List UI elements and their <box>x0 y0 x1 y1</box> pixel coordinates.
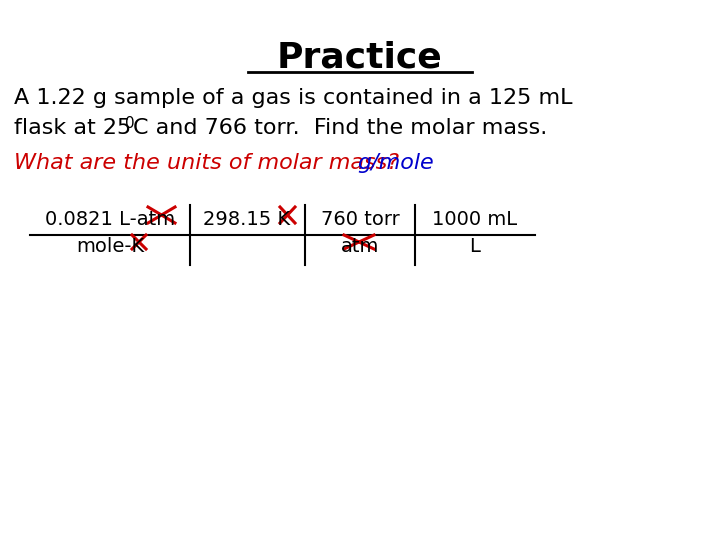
Text: flask at 25: flask at 25 <box>14 118 131 138</box>
Text: 0.0821 L-atm: 0.0821 L-atm <box>45 210 175 229</box>
Text: C and 766 torr.  Find the molar mass.: C and 766 torr. Find the molar mass. <box>133 118 547 138</box>
Text: A 1.22 g sample of a gas is contained in a 125 mL: A 1.22 g sample of a gas is contained in… <box>14 88 572 108</box>
Text: 1000 mL: 1000 mL <box>433 210 518 229</box>
Text: What are the units of molar mass?: What are the units of molar mass? <box>14 153 399 173</box>
Text: 0: 0 <box>125 116 135 131</box>
Text: mole-K: mole-K <box>76 237 144 256</box>
Text: 760 torr: 760 torr <box>320 210 400 229</box>
Text: g/mole: g/mole <box>357 153 433 173</box>
Text: L: L <box>469 237 480 256</box>
Text: 298.15 K: 298.15 K <box>204 210 291 229</box>
Text: Practice: Practice <box>277 40 443 74</box>
Text: atm: atm <box>341 237 379 256</box>
